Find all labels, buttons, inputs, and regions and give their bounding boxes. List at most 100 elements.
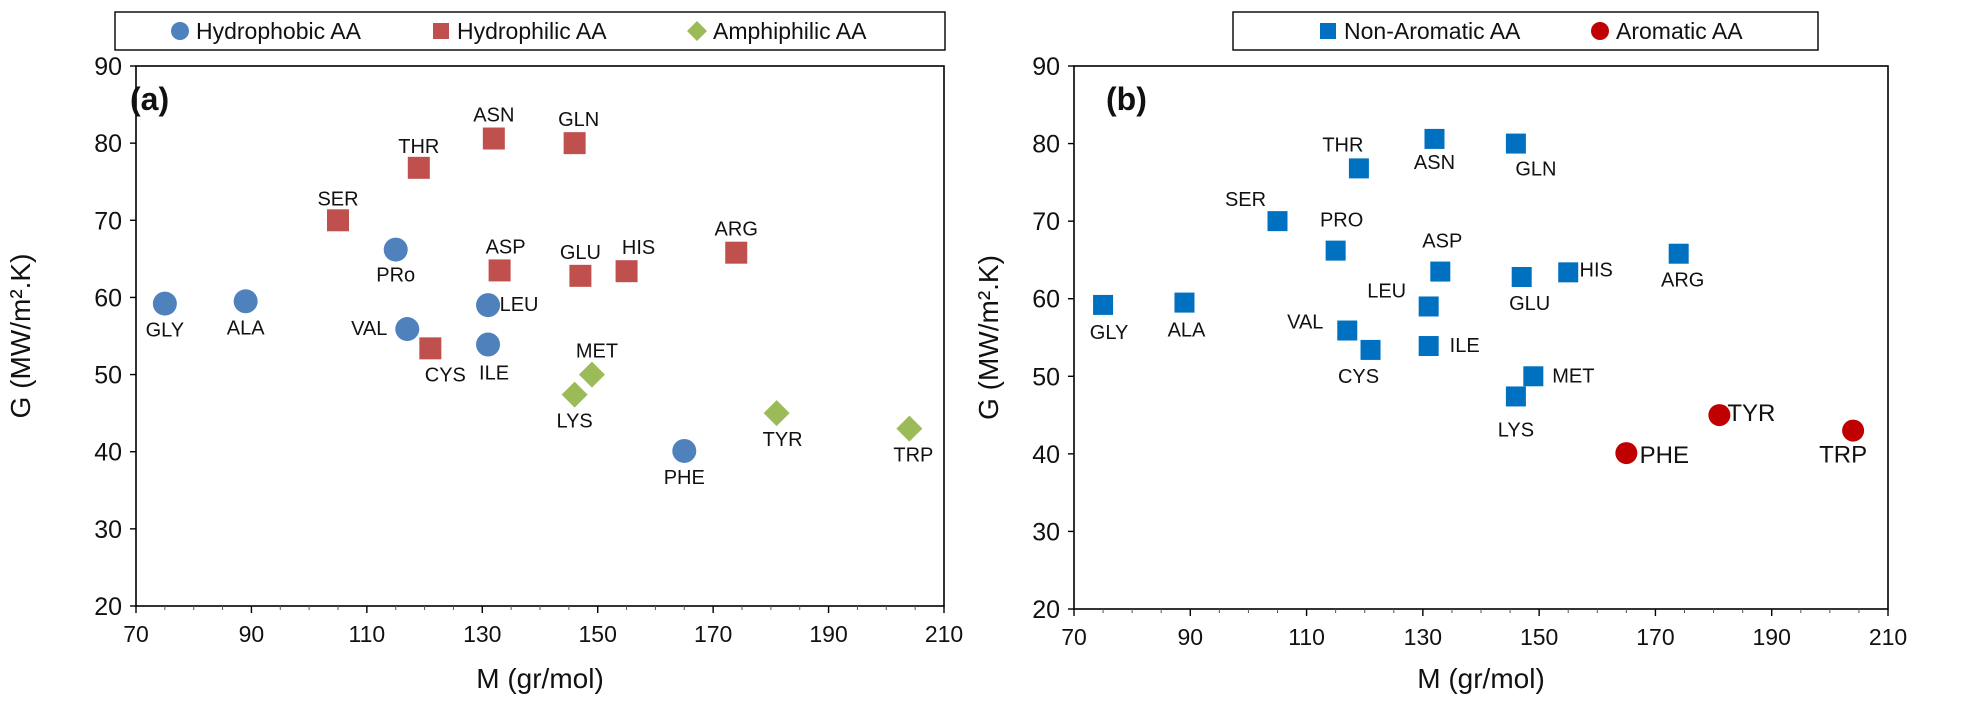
- data-label: TRP: [893, 445, 933, 467]
- data-label: VAL: [1287, 312, 1323, 334]
- data-point: [1267, 211, 1288, 232]
- data-point: [1337, 320, 1358, 341]
- x-tick-label: 130: [463, 621, 501, 647]
- data-label: THR: [398, 136, 439, 158]
- data-point: [561, 381, 588, 408]
- y-tick-label: 80: [94, 130, 122, 158]
- x-tick-label: 90: [1177, 624, 1203, 650]
- data-label: TYR: [763, 429, 803, 451]
- legend-label: Non-Aromatic AA: [1344, 18, 1521, 44]
- data-label: ILE: [479, 362, 509, 384]
- data-label: PHE: [664, 467, 705, 489]
- x-tick-label: 110: [349, 621, 386, 647]
- data-point: [763, 400, 790, 427]
- data-label: ASN: [1414, 152, 1455, 174]
- legend-box: [114, 11, 946, 51]
- data-label: ASP: [1422, 231, 1462, 253]
- data-point: [395, 317, 420, 342]
- y-tick-label: 90: [1032, 53, 1060, 81]
- y-tick-label: 40: [1032, 441, 1060, 469]
- data-point: [488, 259, 511, 282]
- legend-marker: [687, 21, 707, 41]
- data-label: SER: [317, 188, 358, 210]
- data-point: [1505, 133, 1526, 154]
- data-point: [1418, 296, 1439, 317]
- data-point: [1430, 261, 1451, 282]
- x-tick-label: 190: [1753, 624, 1791, 650]
- data-label: GLU: [1509, 293, 1550, 315]
- data-label: ALA: [1168, 320, 1206, 342]
- data-label: ALA: [227, 317, 265, 339]
- data-label: CYS: [425, 364, 466, 386]
- data-label: MET: [1552, 365, 1594, 387]
- panel-a: 20 30 40 50 60 70 80 90 70 90 110 130 150 170 190 210 M …: [5, 11, 963, 694]
- data-label: GLY: [146, 320, 185, 342]
- data-point: [896, 415, 923, 442]
- x-tick-label: 90: [239, 621, 265, 647]
- data-point: [1615, 442, 1638, 465]
- panel-b: 20 30 40 50 60 70 80 90 70 90 110 130 150 170 190 210 M …: [973, 11, 1907, 694]
- y-tick-label: 50: [94, 362, 122, 390]
- y-tick-label: 30: [94, 516, 122, 544]
- data-point: [1842, 419, 1865, 442]
- data-point: [407, 156, 430, 179]
- data-label: GLN: [558, 109, 599, 131]
- data-point: [1093, 294, 1114, 315]
- data-label: ASP: [486, 236, 526, 258]
- y-tick-label: 70: [94, 207, 122, 235]
- data-point: [563, 132, 586, 155]
- x-axis-title: M (gr/mol): [1417, 663, 1545, 694]
- y-tick-label: 30: [1032, 518, 1060, 546]
- data-point: [1348, 158, 1369, 179]
- y-tick-label: 90: [94, 53, 122, 81]
- legend-label: Hydrophobic AA: [196, 18, 362, 44]
- data-label: PRo: [376, 265, 415, 287]
- legend-marker: [1591, 22, 1609, 40]
- data-label: GLU: [560, 242, 601, 264]
- data-label: ARG: [715, 219, 758, 241]
- data-point: [1174, 292, 1195, 313]
- x-tick-label: 170: [694, 621, 732, 647]
- x-tick-label: 70: [1061, 624, 1087, 650]
- x-tick-label: 170: [1636, 624, 1674, 650]
- y-tick-label: 50: [1032, 363, 1060, 391]
- data-point: [1523, 366, 1544, 387]
- x-tick-label: 130: [1404, 624, 1442, 650]
- x-axis-title: M (gr/mol): [476, 663, 604, 694]
- data-label: THR: [1322, 134, 1363, 156]
- x-tick-label: 110: [1288, 624, 1325, 650]
- x-tick-label: 190: [809, 621, 847, 647]
- data-point: [1418, 336, 1439, 357]
- data-point: [615, 260, 638, 283]
- data-label: VAL: [351, 318, 387, 340]
- data-label: PHE: [1640, 442, 1689, 469]
- data-label: HIS: [622, 237, 655, 259]
- data-label: TYR: [1727, 400, 1775, 427]
- data-point: [672, 438, 697, 463]
- legend-marker: [171, 22, 189, 40]
- data-point: [1668, 243, 1689, 264]
- data-label: ARG: [1661, 270, 1704, 292]
- y-axis-title: G (MW/m².K): [973, 255, 1004, 420]
- y-tick-label: 70: [1032, 208, 1060, 236]
- y-axis-title: G (MW/m².K): [5, 254, 36, 419]
- data-label: SER: [1225, 189, 1266, 211]
- data-point: [725, 241, 748, 264]
- legend-label: Hydrophilic AA: [457, 18, 607, 44]
- data-point: [383, 237, 408, 262]
- data-label: TRP: [1819, 442, 1867, 469]
- data-point: [327, 209, 349, 232]
- data-point: [482, 127, 505, 150]
- data-label: LYS: [1498, 419, 1534, 441]
- data-point: [152, 291, 177, 316]
- y-tick-label: 80: [1032, 131, 1060, 159]
- y-tick-label: 20: [94, 593, 122, 621]
- data-label: LYS: [556, 411, 592, 433]
- data-label: CYS: [1338, 366, 1379, 388]
- data-label: LEU: [500, 294, 539, 316]
- data-point: [578, 361, 605, 388]
- data-label: ASN: [473, 105, 514, 127]
- x-tick-label: 150: [1520, 624, 1558, 650]
